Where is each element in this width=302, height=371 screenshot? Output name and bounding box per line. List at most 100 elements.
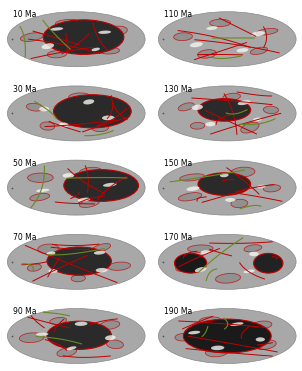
Text: 50 Ma: 50 Ma	[13, 159, 37, 168]
Ellipse shape	[36, 333, 48, 336]
Ellipse shape	[256, 29, 278, 35]
Text: 170 Ma: 170 Ma	[164, 233, 192, 242]
Ellipse shape	[98, 30, 111, 34]
Ellipse shape	[36, 189, 50, 192]
Ellipse shape	[205, 347, 228, 357]
Ellipse shape	[263, 185, 281, 192]
Ellipse shape	[59, 122, 69, 127]
Ellipse shape	[92, 47, 100, 51]
Text: 70 Ma: 70 Ma	[13, 233, 37, 242]
Ellipse shape	[103, 183, 117, 187]
Ellipse shape	[201, 250, 210, 254]
Ellipse shape	[195, 267, 207, 272]
Ellipse shape	[75, 322, 88, 326]
Ellipse shape	[8, 12, 145, 67]
Ellipse shape	[244, 245, 262, 252]
Ellipse shape	[42, 43, 54, 49]
Text: 110 Ma: 110 Ma	[164, 10, 192, 19]
Ellipse shape	[230, 322, 243, 326]
Ellipse shape	[104, 26, 127, 36]
Ellipse shape	[230, 167, 255, 177]
Ellipse shape	[96, 268, 108, 272]
Ellipse shape	[263, 106, 278, 114]
Text: 150 Ma: 150 Ma	[164, 159, 192, 168]
Ellipse shape	[254, 340, 276, 349]
Ellipse shape	[251, 321, 272, 330]
Ellipse shape	[99, 321, 120, 329]
Ellipse shape	[231, 199, 248, 208]
Ellipse shape	[256, 337, 265, 342]
Ellipse shape	[57, 348, 77, 357]
Ellipse shape	[205, 122, 215, 127]
Ellipse shape	[253, 118, 262, 121]
Ellipse shape	[38, 244, 59, 254]
Ellipse shape	[223, 93, 240, 101]
Ellipse shape	[238, 100, 251, 105]
Ellipse shape	[106, 340, 124, 349]
Ellipse shape	[108, 262, 130, 270]
Ellipse shape	[174, 33, 192, 40]
Ellipse shape	[40, 122, 55, 130]
Ellipse shape	[78, 198, 90, 202]
Text: 10 Ma: 10 Ma	[13, 10, 37, 19]
Ellipse shape	[19, 333, 44, 342]
Ellipse shape	[94, 251, 105, 255]
Ellipse shape	[198, 50, 216, 58]
Ellipse shape	[8, 234, 145, 289]
Ellipse shape	[188, 245, 213, 252]
Ellipse shape	[47, 321, 111, 349]
Ellipse shape	[27, 264, 41, 271]
Ellipse shape	[91, 244, 111, 253]
Ellipse shape	[8, 86, 145, 141]
Ellipse shape	[26, 104, 43, 111]
Ellipse shape	[43, 20, 124, 55]
Ellipse shape	[8, 160, 145, 215]
Ellipse shape	[98, 47, 120, 54]
Ellipse shape	[39, 106, 49, 111]
Ellipse shape	[46, 252, 56, 255]
Ellipse shape	[47, 50, 67, 58]
Ellipse shape	[159, 12, 296, 67]
Ellipse shape	[241, 122, 259, 133]
Ellipse shape	[105, 335, 116, 340]
Ellipse shape	[71, 275, 85, 282]
Ellipse shape	[63, 173, 74, 178]
Ellipse shape	[186, 187, 200, 191]
Ellipse shape	[220, 173, 229, 177]
Ellipse shape	[111, 105, 128, 114]
Ellipse shape	[190, 122, 205, 129]
Ellipse shape	[188, 331, 200, 334]
Ellipse shape	[262, 262, 279, 271]
Ellipse shape	[91, 123, 109, 132]
Ellipse shape	[207, 26, 218, 30]
Ellipse shape	[175, 334, 190, 341]
Ellipse shape	[30, 193, 50, 201]
Ellipse shape	[69, 93, 90, 101]
Ellipse shape	[176, 263, 194, 272]
Ellipse shape	[175, 253, 207, 273]
Ellipse shape	[64, 170, 139, 201]
Ellipse shape	[56, 19, 81, 27]
Ellipse shape	[47, 247, 111, 275]
Ellipse shape	[21, 33, 43, 42]
Ellipse shape	[190, 42, 203, 47]
Ellipse shape	[159, 160, 296, 215]
Ellipse shape	[159, 309, 296, 364]
Ellipse shape	[50, 318, 67, 325]
Ellipse shape	[191, 105, 203, 110]
Ellipse shape	[250, 47, 268, 55]
Ellipse shape	[178, 193, 202, 201]
Ellipse shape	[102, 115, 115, 120]
Ellipse shape	[79, 199, 100, 207]
Ellipse shape	[111, 184, 131, 192]
Ellipse shape	[198, 99, 251, 121]
Ellipse shape	[66, 346, 76, 350]
Ellipse shape	[257, 185, 266, 188]
Ellipse shape	[53, 95, 131, 128]
Ellipse shape	[251, 31, 265, 36]
Ellipse shape	[225, 198, 236, 202]
Ellipse shape	[210, 19, 231, 27]
Ellipse shape	[243, 270, 255, 273]
Ellipse shape	[249, 252, 259, 256]
Text: 130 Ma: 130 Ma	[164, 85, 192, 93]
